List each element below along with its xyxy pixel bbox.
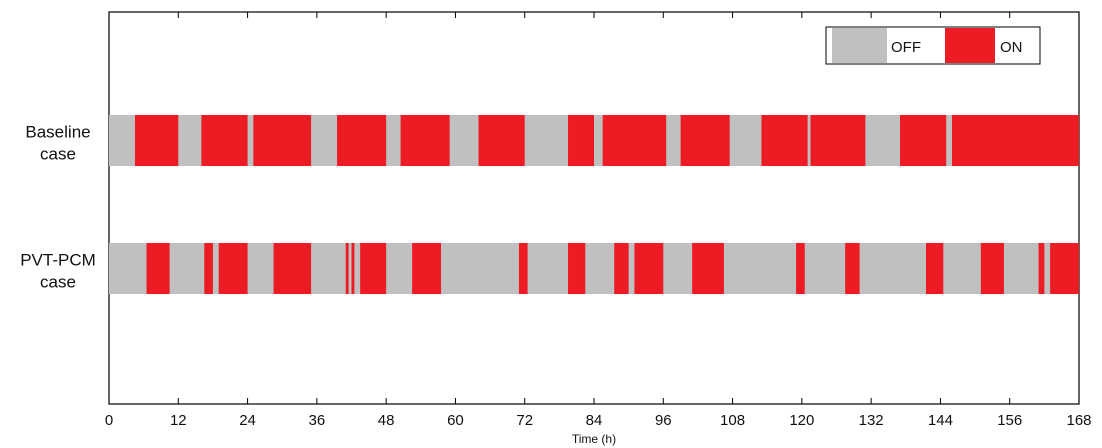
x-tick-label: 24: [239, 412, 256, 429]
on-interval-segment: [134, 115, 179, 166]
on-interval-segment: [412, 243, 441, 294]
x-tick-label: 0: [105, 412, 113, 429]
on-interval-segment: [360, 243, 387, 294]
legend: OFF ON: [825, 26, 1041, 65]
x-axis-ticks: 0 12 24 36 48 60 72 84 96 108 120 132 144 156 168: [105, 12, 1092, 429]
on-interval-segment: [925, 243, 944, 294]
off-background-bar: [109, 243, 1079, 294]
timeline-rows: [109, 115, 1079, 294]
legend-off-label: OFF: [891, 39, 921, 56]
x-tick-label: 12: [170, 412, 187, 429]
x-tick-label: 48: [378, 412, 395, 429]
on-interval-segment: [400, 115, 450, 166]
on-interval-segment: [146, 243, 170, 294]
on-interval-segment: [337, 115, 387, 166]
on-interval-segment: [761, 115, 808, 166]
row-label-2: PVT-PCM case: [20, 251, 96, 292]
on-interval-segment: [253, 115, 312, 166]
on-interval-segment: [680, 115, 730, 166]
timeline-row-2: [109, 243, 1079, 294]
x-tick-label: 168: [1066, 412, 1091, 429]
x-tick-label: 96: [655, 412, 672, 429]
x-tick-label: 84: [586, 412, 603, 429]
on-interval-segment: [692, 243, 724, 294]
on-interval-segment: [900, 115, 947, 166]
x-tick-label: 36: [309, 412, 326, 429]
x-axis-title: Time (h): [572, 432, 616, 446]
x-tick-label: 156: [997, 412, 1022, 429]
on-interval-segment: [204, 243, 213, 294]
on-interval-segment: [980, 243, 1004, 294]
row-label-line: case: [40, 145, 76, 164]
on-interval-segment: [602, 115, 667, 166]
legend-off-swatch: [832, 28, 887, 63]
x-tick-label: 144: [928, 412, 953, 429]
on-interval-segment: [518, 243, 528, 294]
on-interval-segment: [634, 243, 664, 294]
on-interval-segment: [351, 243, 355, 294]
on-interval-segment: [478, 115, 525, 166]
legend-on-swatch: [945, 28, 995, 63]
on-interval-segment: [845, 243, 860, 294]
on-interval-segment: [614, 243, 629, 294]
x-tick-label: 120: [789, 412, 814, 429]
on-interval-segment: [810, 115, 866, 166]
on-interval-segment: [273, 243, 312, 294]
row-label-line: PVT-PCM: [20, 251, 96, 270]
legend-on-label: ON: [1000, 39, 1023, 56]
x-tick-label: 132: [859, 412, 884, 429]
x-tick-label: 72: [516, 412, 533, 429]
on-interval-segment: [951, 115, 1079, 166]
row-labels: Baseline case PVT-PCM case: [20, 123, 96, 292]
row-label-line: Baseline: [25, 123, 90, 142]
row-label-1: Baseline case: [25, 123, 90, 164]
on-interval-segment: [1050, 243, 1079, 294]
on-interval-segment: [218, 243, 248, 294]
on-interval-segment: [345, 243, 349, 294]
row-label-line: case: [40, 273, 76, 292]
on-interval-segment: [201, 115, 248, 166]
plot-frame: [108, 11, 1080, 405]
x-tick-label: 60: [447, 412, 464, 429]
on-interval-segment: [796, 243, 805, 294]
on-interval-segment: [568, 115, 594, 166]
x-tick-label: 108: [720, 412, 745, 429]
on-interval-segment: [1038, 243, 1045, 294]
timeline-row-1: [109, 115, 1079, 166]
on-interval-segment: [568, 243, 586, 294]
